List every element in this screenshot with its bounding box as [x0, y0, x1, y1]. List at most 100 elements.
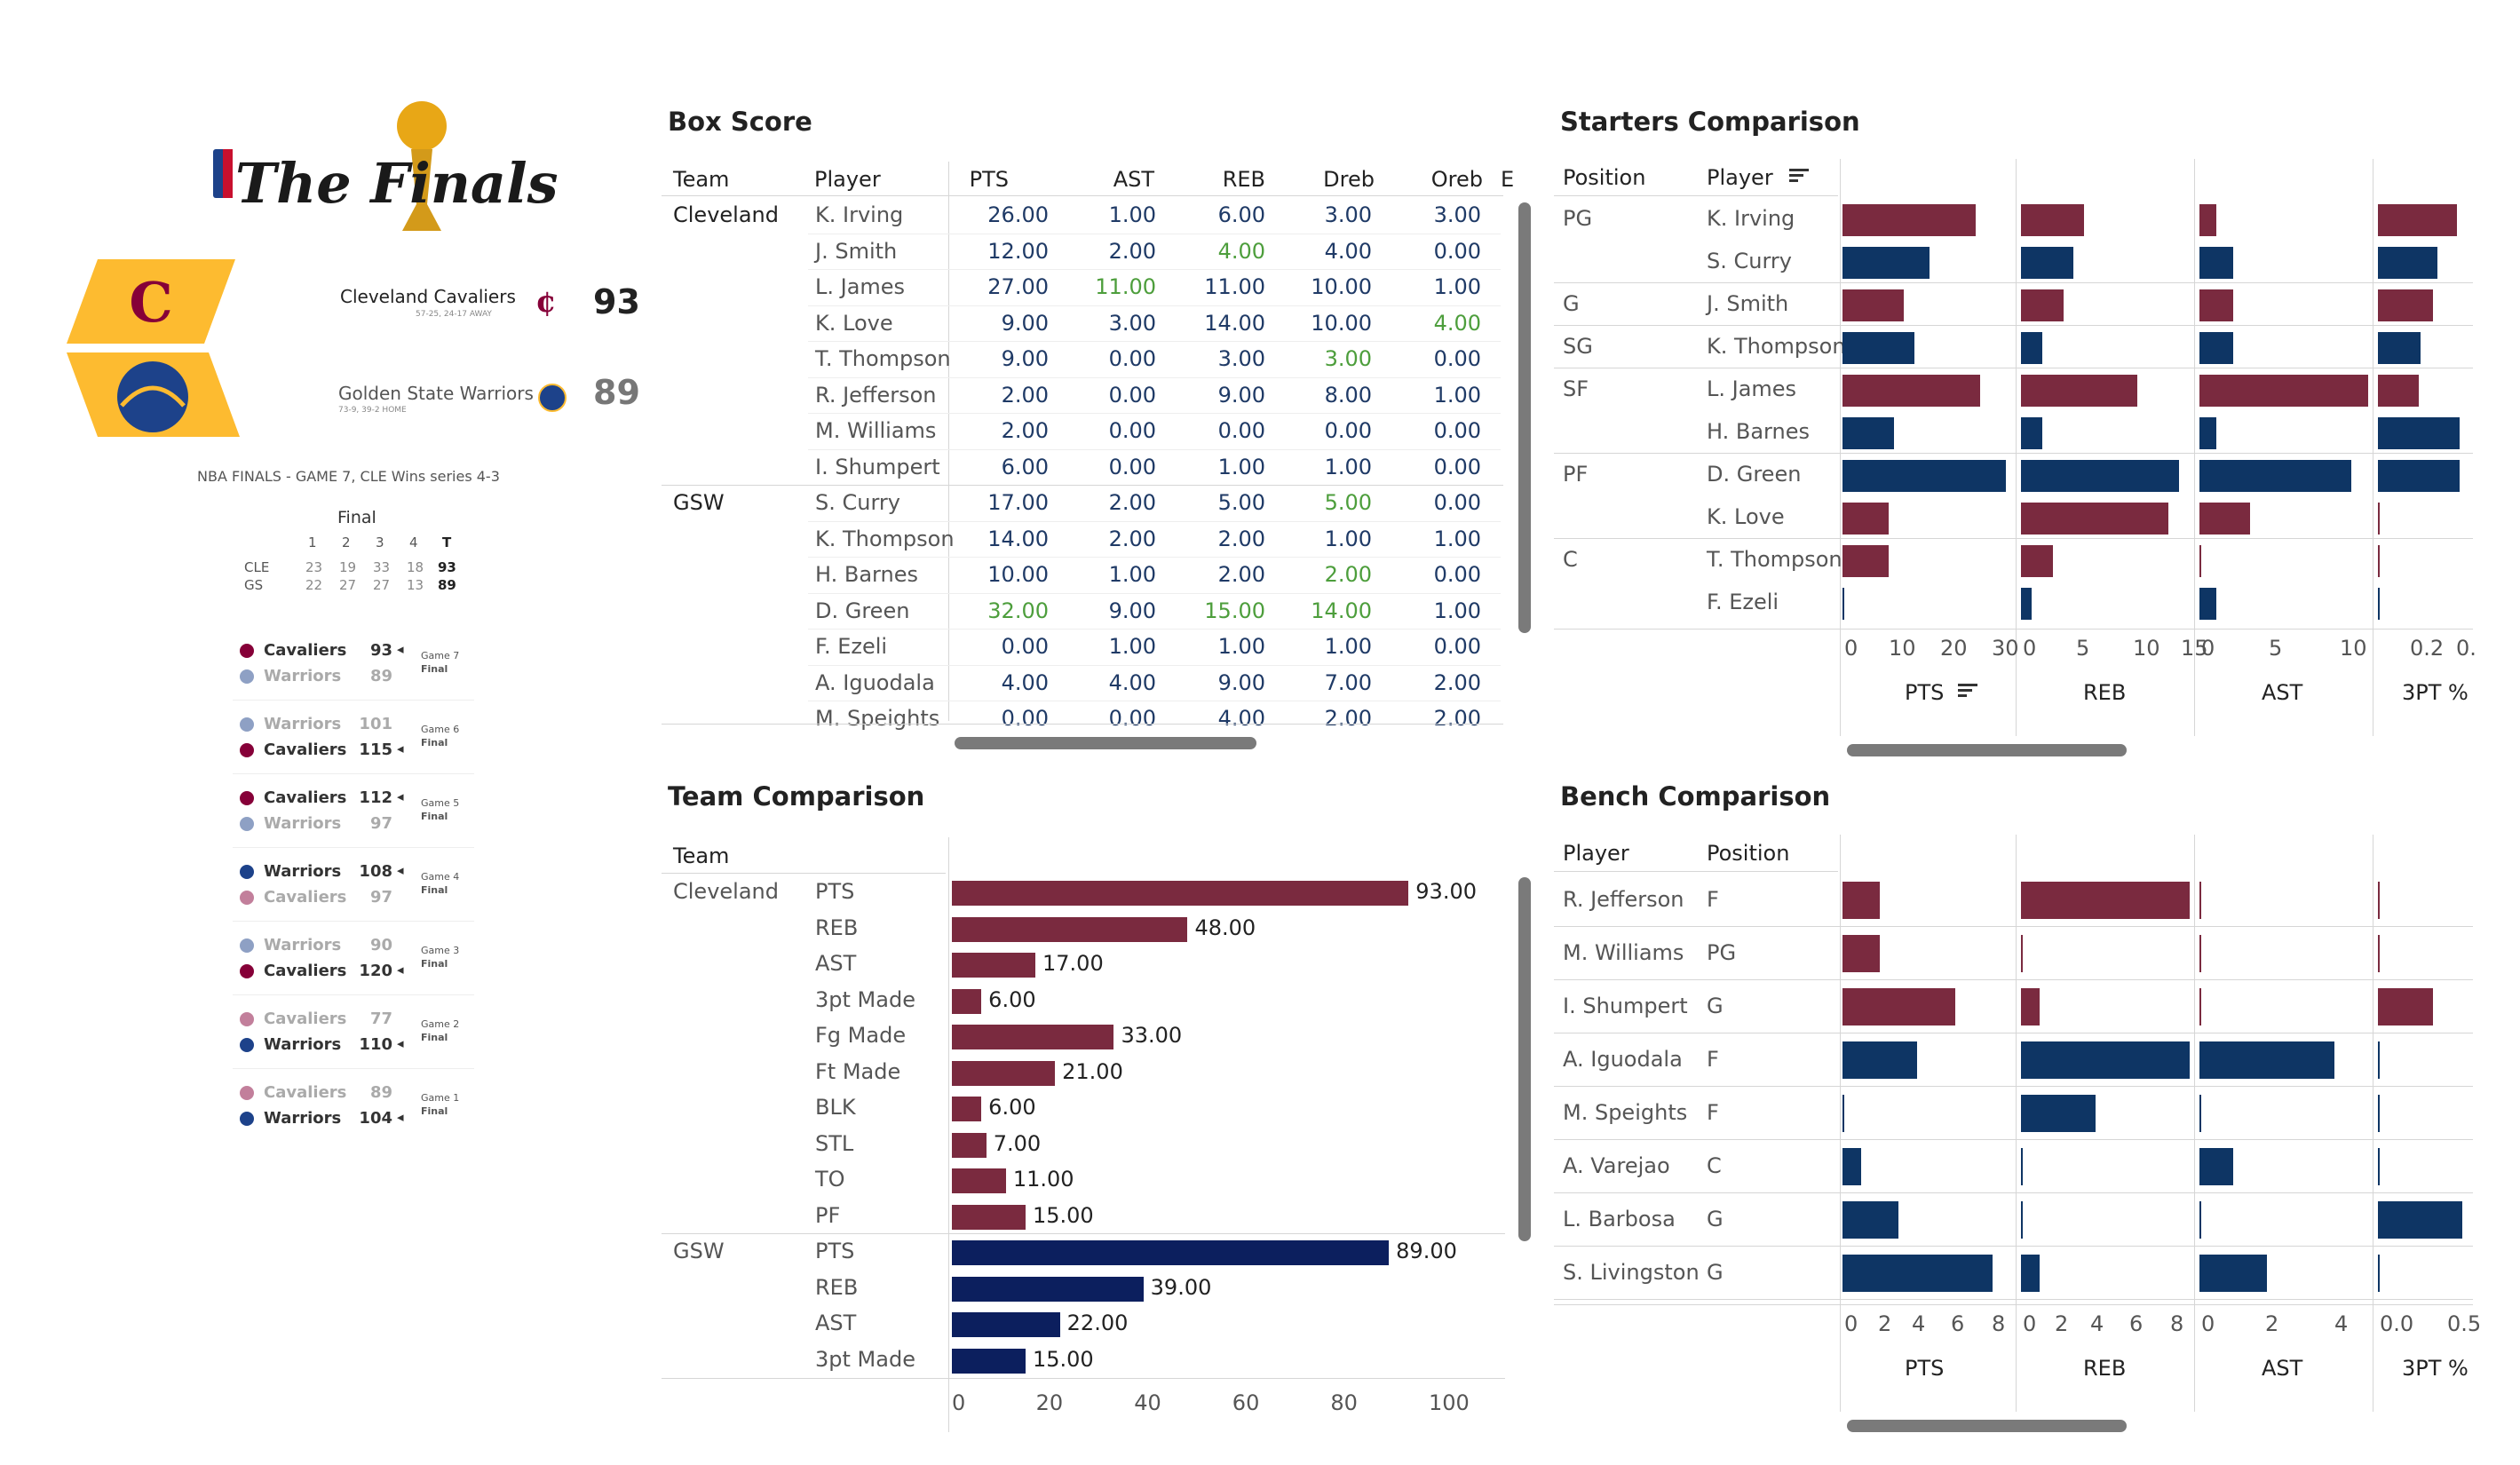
- game-divider: [233, 994, 474, 995]
- sort-icon[interactable]: [1789, 169, 1809, 185]
- starters-bar: [2378, 332, 2421, 364]
- box-player-name: K. Love: [815, 310, 893, 336]
- tc-team-name: GSW: [673, 1239, 725, 1263]
- starters-horizontal-scrollbar[interactable]: [1847, 744, 2127, 756]
- tc-bar: [952, 1204, 1026, 1230]
- bench-bar: [1842, 1201, 1899, 1239]
- bench-axis-line: [1554, 1304, 2473, 1305]
- game-team-score: 108: [359, 862, 392, 881]
- box-stat-value: 0.00: [1108, 454, 1156, 479]
- bench-bar: [2378, 1148, 2380, 1185]
- tc-team-divider: [662, 1233, 1505, 1234]
- starters-tick-label: 10: [1889, 636, 1916, 661]
- box-stat-value: 1.00: [1324, 454, 1372, 479]
- game-number: Game 2: [421, 1018, 460, 1030]
- box-horizontal-scrollbar[interactable]: [955, 737, 1256, 749]
- game-status: Final: [421, 1032, 448, 1043]
- row-divider: [808, 413, 1501, 414]
- starters-label-divider: [1840, 159, 1841, 736]
- tc-bar-label: 11.00: [1012, 1167, 1074, 1192]
- bench-position: F: [1707, 887, 1719, 912]
- game-status: Final: [421, 1105, 448, 1117]
- bench-player: M. Williams: [1563, 940, 1684, 965]
- team-divider: [662, 485, 1503, 486]
- game-team-score: 115: [359, 740, 392, 759]
- box-stat-value: 27.00: [987, 274, 1049, 299]
- tc-bar-label: 6.00: [988, 1095, 1036, 1120]
- finals-logo: The Finals: [209, 98, 559, 249]
- starters-bar: [2378, 460, 2460, 492]
- tc-bar-label: 17.00: [1042, 951, 1104, 976]
- starters-bar: [1842, 545, 1889, 577]
- starters-tick-label: 15: [2181, 636, 2208, 661]
- bench-column-label: PTS: [1905, 1356, 1945, 1381]
- tc-vertical-scrollbar[interactable]: [1518, 877, 1531, 1241]
- box-team-name: GSW: [673, 490, 725, 515]
- starters-bar: [2199, 247, 2233, 279]
- tc-stat-label: STL: [815, 1130, 854, 1156]
- warriors-logo-icon: [240, 817, 254, 831]
- box-stat-value: 2.00: [1108, 526, 1156, 551]
- game-team-score: 104: [359, 1109, 392, 1128]
- starters-bar: [2378, 545, 2381, 577]
- final-label: Final: [337, 508, 376, 527]
- starters-column-label: PTS: [1905, 680, 1945, 705]
- bench-bar: [2378, 988, 2434, 1026]
- box-stat-value: 0.00: [1108, 382, 1156, 408]
- bench-bar: [1842, 1148, 1862, 1185]
- cavaliers-logo-icon: [240, 1086, 254, 1100]
- row-divider: [808, 448, 1501, 450]
- box-stat-value: 15.00: [1204, 598, 1265, 623]
- box-stat-value: 10.00: [987, 562, 1049, 587]
- box-vertical-scrollbar[interactable]: [1518, 202, 1531, 633]
- game-status: Final: [421, 811, 448, 822]
- box-player-name: T. Thompson: [815, 346, 951, 371]
- bench-column-label: AST: [2262, 1356, 2303, 1381]
- bench-horizontal-scrollbar[interactable]: [1847, 1420, 2127, 1432]
- cavaliers-banner: C: [67, 259, 235, 344]
- box-stat-value: 0.00: [1001, 634, 1049, 659]
- box-stat-value: 3.00: [1108, 310, 1156, 336]
- starters-bar: [2021, 204, 2085, 236]
- starters-player: H. Barnes: [1707, 419, 1810, 444]
- bench-header: Position: [1707, 841, 1790, 866]
- bench-tick-label: 2: [1878, 1311, 1892, 1336]
- bench-tick-label: 0: [1844, 1311, 1858, 1336]
- bench-player: R. Jefferson: [1563, 887, 1684, 912]
- tc-bar-label: 15.00: [1032, 1346, 1094, 1372]
- starters-player: D. Green: [1707, 462, 1802, 487]
- tc-stat-label: Fg Made: [815, 1023, 907, 1048]
- game-team-name: Warriors: [264, 715, 342, 733]
- starters-bar: [2199, 545, 2201, 577]
- box-score-title: Box Score: [668, 107, 812, 137]
- bench-row-divider: [1554, 1299, 2473, 1300]
- bench-bar: [2199, 1201, 2201, 1239]
- linescore-header: 2: [342, 535, 351, 550]
- linescore-team: GS: [244, 577, 264, 593]
- box-stat-value: 1.00: [1324, 526, 1372, 551]
- box-stat-value: 1.00: [1217, 634, 1265, 659]
- starters-bar: [2021, 460, 2180, 492]
- box-stat-value: 9.00: [1108, 598, 1156, 623]
- linescore-total: 89: [438, 577, 456, 593]
- tc-bar-label: 7.00: [993, 1130, 1042, 1156]
- bench-bar: [2199, 882, 2201, 919]
- bench-bar: [2021, 988, 2041, 1026]
- row-divider: [808, 305, 1501, 306]
- starters-bar: [1842, 332, 1914, 364]
- tc-bar: [952, 916, 1188, 942]
- box-player-name: F. Ezeli: [815, 634, 888, 659]
- box-stat-value: 32.00: [987, 598, 1049, 623]
- warriors-logo-icon: [240, 1038, 254, 1052]
- box-score-header: PTS: [969, 167, 1009, 192]
- tc-bar-label: 93.00: [1415, 879, 1477, 904]
- sort-icon[interactable]: [1958, 684, 1977, 700]
- starters-bar: [1842, 289, 1905, 321]
- bench-row-divider: [1554, 1246, 2473, 1247]
- linescore-header: 1: [308, 535, 317, 550]
- box-player-name: K. Irving: [815, 202, 904, 227]
- tc-bar: [952, 1025, 1114, 1049]
- box-stat-value: 2.00: [1001, 382, 1049, 408]
- box-stat-value: 3.00: [1433, 202, 1481, 227]
- bench-position: F: [1707, 1100, 1719, 1125]
